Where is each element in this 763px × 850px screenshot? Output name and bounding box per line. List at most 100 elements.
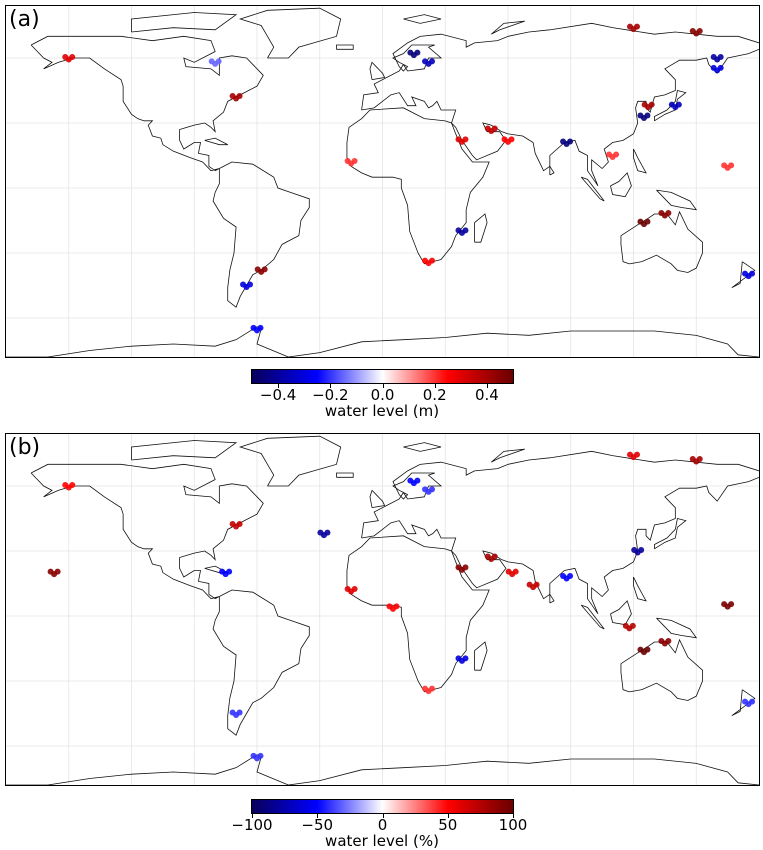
coastline xyxy=(633,148,647,174)
hotspot-marker xyxy=(236,709,243,716)
colorbar-tick-mark xyxy=(434,384,436,388)
hotspot-marker xyxy=(414,49,421,56)
coastline xyxy=(212,589,310,736)
coastline xyxy=(474,213,488,243)
coastline xyxy=(610,172,632,198)
hotspot-marker xyxy=(351,586,358,592)
colorbar-tick-mark xyxy=(382,814,384,818)
graticule xyxy=(6,6,759,357)
hotspot-marker xyxy=(351,158,358,164)
map-panel-b: (b) xyxy=(5,433,760,786)
coastlines xyxy=(6,435,759,785)
hotspot-marker xyxy=(462,136,469,143)
hotspot-marker xyxy=(634,23,640,30)
hotspot-marker xyxy=(749,698,756,705)
hotspot-marker xyxy=(429,257,436,264)
colorbar-b: −100 −50 0 50 100 water level (%) xyxy=(0,799,763,850)
coastline xyxy=(633,576,647,602)
coastline xyxy=(491,20,525,35)
hotspot-marker xyxy=(533,581,540,588)
coastline xyxy=(549,164,555,176)
coastline xyxy=(6,754,759,785)
colorbar-tick-label: 100 xyxy=(498,816,528,834)
colorbar-tick-label: −0.4 xyxy=(259,386,297,404)
hotspot-marker xyxy=(462,655,469,662)
hotspot-marker xyxy=(491,553,498,560)
colorbar-tick-mark xyxy=(317,814,319,818)
colorbar-tick-mark xyxy=(382,384,384,388)
hotspot-marker xyxy=(696,28,703,34)
colorbar-tick-mark xyxy=(513,814,514,818)
hotspot-marker xyxy=(462,564,469,571)
hotspot-marker xyxy=(261,266,268,273)
coastline xyxy=(131,440,238,461)
map-panel-a: (a) xyxy=(5,5,760,358)
hotspot-marker xyxy=(567,138,574,145)
hotspot-marker xyxy=(257,324,264,331)
coastline xyxy=(403,14,442,24)
hotspot-marker xyxy=(414,477,421,484)
coastline xyxy=(731,689,756,717)
coastline xyxy=(336,44,354,50)
hotspot-marker xyxy=(567,573,574,579)
coastline xyxy=(361,450,759,539)
hotspot-marker xyxy=(236,521,243,527)
coastline xyxy=(336,472,354,478)
colorbar-tick-mark xyxy=(278,384,280,388)
coastline xyxy=(30,463,264,600)
coastline xyxy=(361,476,759,615)
hotspot-marker xyxy=(648,101,655,108)
coastline xyxy=(361,48,759,187)
world-map-b xyxy=(6,434,759,785)
hotspot-marker xyxy=(215,58,222,65)
hotspot-marker xyxy=(644,646,651,653)
hotspot-marker xyxy=(717,54,724,60)
hotspots xyxy=(62,23,756,334)
coastline xyxy=(369,489,386,509)
colorbar-gradient-a xyxy=(251,369,514,384)
hotspot-marker xyxy=(54,568,61,575)
hotspot-marker xyxy=(665,210,672,216)
colorbar-tick-mark xyxy=(447,814,449,818)
colorbar-tick-mark xyxy=(330,384,332,388)
hotspot-marker xyxy=(508,136,515,143)
hotspot-marker xyxy=(69,54,76,60)
colorbar-tick-label: 0.2 xyxy=(422,386,447,404)
colorbar-tick-label: 50 xyxy=(438,816,458,834)
coastline xyxy=(620,210,703,273)
hotspot-marker xyxy=(69,482,76,488)
colorbar-tick-mark xyxy=(486,384,488,388)
panel-label-a: (a) xyxy=(9,7,40,32)
colorbar-tick-label: 0.0 xyxy=(370,386,395,404)
colorbar-title-a: water level (m) xyxy=(324,402,440,420)
coastline xyxy=(580,176,605,202)
hotspot-marker xyxy=(644,112,651,119)
hotspot-marker xyxy=(665,638,672,644)
hotspot-marker xyxy=(634,451,640,458)
coastline xyxy=(610,600,632,626)
panel-label-b: (b) xyxy=(9,435,41,460)
coastline xyxy=(403,442,442,452)
colorbar-a: −0.4 −0.2 0.0 0.2 0.4 water level (m) xyxy=(0,369,763,424)
hotspot-marker xyxy=(629,622,636,629)
colorbar-tick-label: −100 xyxy=(231,816,273,834)
hotspot-marker xyxy=(236,93,243,99)
coastline xyxy=(491,448,525,463)
coastline xyxy=(361,22,759,111)
hotspot-marker xyxy=(462,227,469,234)
hotspot-marker xyxy=(644,218,651,225)
hotspot-marker xyxy=(429,685,436,692)
hotspot-marker xyxy=(393,603,400,610)
coastline xyxy=(30,35,264,172)
colorbar-tick-label: −0.2 xyxy=(312,386,349,404)
coastline xyxy=(580,604,605,630)
coastline xyxy=(238,7,342,59)
hotspot-marker xyxy=(728,162,735,169)
coastline xyxy=(654,90,687,122)
hotspot-marker xyxy=(429,58,436,65)
coastline xyxy=(549,592,555,604)
hotspot-marker xyxy=(247,281,254,288)
hotspot-marker xyxy=(429,486,436,493)
coastline xyxy=(238,435,342,487)
colorbar-tick-label: −50 xyxy=(301,816,334,834)
